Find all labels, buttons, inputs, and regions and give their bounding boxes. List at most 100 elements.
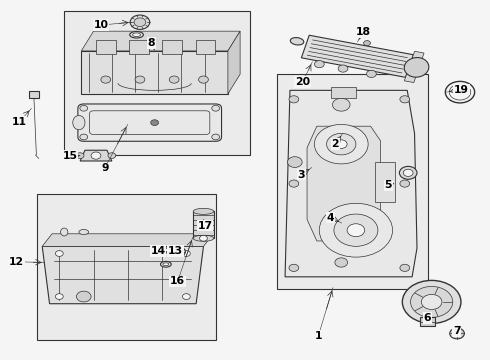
Circle shape — [402, 280, 461, 323]
Text: 17: 17 — [197, 221, 213, 230]
Circle shape — [319, 203, 392, 257]
Circle shape — [55, 294, 63, 300]
Bar — [129, 40, 149, 54]
Ellipse shape — [193, 235, 214, 241]
Bar — [420, 317, 435, 326]
Circle shape — [400, 264, 410, 271]
Circle shape — [172, 247, 185, 256]
Ellipse shape — [61, 228, 68, 236]
Circle shape — [332, 98, 350, 111]
Polygon shape — [42, 234, 213, 246]
Circle shape — [411, 287, 453, 318]
Bar — [193, 211, 214, 238]
Circle shape — [182, 251, 190, 256]
Circle shape — [199, 235, 207, 241]
FancyBboxPatch shape — [90, 111, 210, 134]
Ellipse shape — [404, 58, 429, 77]
Circle shape — [421, 294, 442, 310]
Circle shape — [80, 105, 88, 111]
Ellipse shape — [133, 33, 141, 37]
Ellipse shape — [163, 263, 169, 266]
Ellipse shape — [130, 32, 144, 38]
Circle shape — [335, 258, 347, 267]
Text: 6: 6 — [423, 313, 431, 323]
Bar — [64, 12, 250, 155]
Circle shape — [338, 65, 348, 72]
Text: 9: 9 — [101, 163, 108, 173]
Circle shape — [80, 134, 88, 140]
Circle shape — [169, 76, 179, 83]
Text: 13: 13 — [168, 246, 183, 256]
Circle shape — [55, 251, 63, 256]
Circle shape — [130, 15, 150, 30]
Polygon shape — [42, 246, 203, 304]
Bar — [37, 194, 216, 339]
Circle shape — [91, 152, 101, 159]
Circle shape — [182, 294, 190, 300]
Text: 8: 8 — [147, 38, 155, 48]
Circle shape — [347, 224, 365, 237]
Bar — [96, 40, 116, 54]
FancyBboxPatch shape — [78, 104, 221, 141]
Bar — [277, 74, 428, 289]
Bar — [331, 87, 356, 98]
Circle shape — [151, 120, 159, 126]
Polygon shape — [81, 51, 228, 94]
Ellipse shape — [73, 116, 85, 130]
Text: 15: 15 — [63, 151, 77, 161]
Circle shape — [400, 96, 410, 103]
Circle shape — [101, 76, 111, 83]
Circle shape — [76, 291, 91, 302]
Ellipse shape — [290, 37, 304, 45]
Text: 10: 10 — [94, 20, 108, 30]
Polygon shape — [375, 162, 395, 202]
Polygon shape — [80, 150, 112, 161]
Circle shape — [315, 60, 324, 68]
Text: 14: 14 — [150, 246, 166, 256]
Circle shape — [135, 76, 145, 83]
Text: 5: 5 — [385, 180, 392, 190]
Circle shape — [335, 140, 347, 148]
Circle shape — [289, 96, 299, 103]
Circle shape — [334, 214, 378, 246]
Text: 18: 18 — [356, 27, 371, 37]
Text: 19: 19 — [454, 85, 469, 95]
Text: 16: 16 — [170, 276, 185, 287]
Circle shape — [450, 328, 465, 339]
Polygon shape — [81, 31, 240, 51]
Circle shape — [364, 41, 370, 46]
Text: 7: 7 — [453, 326, 461, 336]
Bar — [196, 40, 215, 54]
Circle shape — [367, 70, 376, 77]
Circle shape — [400, 180, 410, 187]
Ellipse shape — [79, 229, 89, 234]
Circle shape — [288, 157, 302, 167]
Text: 2: 2 — [332, 139, 339, 149]
Ellipse shape — [160, 247, 171, 253]
Circle shape — [289, 264, 299, 271]
Ellipse shape — [160, 261, 171, 267]
Circle shape — [212, 105, 220, 111]
Circle shape — [289, 180, 299, 187]
Circle shape — [449, 84, 471, 100]
Ellipse shape — [193, 208, 214, 215]
Text: 1: 1 — [315, 331, 322, 341]
Bar — [29, 91, 39, 98]
Circle shape — [76, 153, 84, 158]
Text: 3: 3 — [297, 170, 305, 180]
Polygon shape — [285, 90, 417, 277]
Circle shape — [198, 76, 208, 83]
Circle shape — [399, 166, 417, 179]
Polygon shape — [307, 126, 380, 241]
Circle shape — [403, 169, 413, 176]
Polygon shape — [228, 31, 240, 94]
Bar — [162, 40, 182, 54]
Text: 4: 4 — [327, 213, 334, 222]
Circle shape — [315, 125, 368, 164]
Text: 11: 11 — [12, 117, 27, 127]
Text: 20: 20 — [295, 77, 310, 87]
Polygon shape — [404, 51, 424, 82]
Circle shape — [108, 153, 116, 158]
Ellipse shape — [163, 248, 169, 251]
Text: 12: 12 — [9, 257, 24, 267]
